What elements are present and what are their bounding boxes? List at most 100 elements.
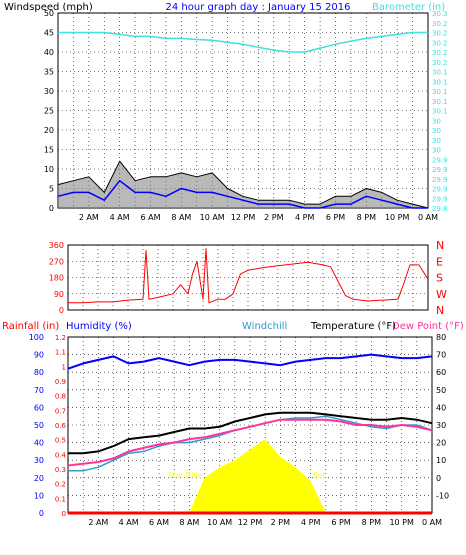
barometer-y-tick-label: 29.9	[432, 156, 448, 164]
rain-y-tick-label: 0.1	[55, 495, 66, 503]
wind-x-tick-label: 2 AM	[79, 213, 99, 222]
barometer-y-tick-label: 30.2	[432, 39, 448, 47]
direction-compass-label: N	[436, 239, 444, 252]
temp-x-tick-label: 10 PM	[389, 518, 414, 527]
temp-x-tick-label: 12 PM	[238, 518, 263, 527]
wind-average-line	[57, 179, 428, 209]
windspeed-title: Windspeed (mph)	[4, 2, 93, 13]
humidity-line	[67, 353, 433, 370]
humidity-y-tick-label: 60	[34, 403, 44, 412]
direction-y-tick-label: 180	[49, 274, 64, 283]
temp-y-tick-label: 30	[436, 421, 446, 430]
humidity-y-tick-label: 30	[34, 456, 44, 465]
rain-y-tick-label: 0.5	[55, 437, 66, 445]
temp-x-tick-label: 6 PM	[331, 518, 350, 527]
barometer-y-tick-label: 30.2	[432, 30, 448, 38]
rain-y-tick-label: 1.1	[55, 349, 66, 357]
direction-y-tick-label: 360	[49, 241, 64, 250]
wind-y-tick-label: 30	[44, 87, 54, 96]
barometer-y-tick-label: 30.2	[432, 59, 448, 67]
graph-date-title: 24 hour graph day : January 15 2016	[166, 2, 351, 13]
wind-y-tick-label: 15	[44, 146, 54, 155]
temp-y-tick-label: -10	[436, 491, 449, 500]
direction-y-tick-label: 270	[49, 257, 64, 266]
humidity-y-tick-label: 90	[34, 351, 44, 360]
rain-y-tick-label: 0.8	[55, 393, 66, 401]
rain-y-tick-label: 1	[62, 363, 66, 371]
barometer-y-tick-label: 30.1	[432, 69, 448, 77]
rainfall-title: Rainfall (in)	[2, 321, 59, 332]
humidity-y-tick-label: 70	[34, 386, 44, 395]
barometer-y-tick-label: 30.1	[432, 88, 448, 96]
direction-y-tick-label: 0	[59, 306, 64, 315]
temp-x-tick-label: 6 AM	[149, 518, 169, 527]
barometer-line	[58, 31, 428, 53]
wind-barometer-panel: 2 AM 4 AM 6 AM 8 AM 10 AM 12 PM 2 PM 4 PM 6 PM 8 …	[44, 9, 448, 222]
rain-y-tick-label: 0.2	[55, 481, 66, 489]
temp-x-tick-label: 8 PM	[362, 518, 381, 527]
wind-x-tick-label: 6 AM	[140, 213, 160, 222]
wind-x-tick-label: 4 AM	[110, 213, 130, 222]
temp-y-tick-label: 70	[436, 351, 446, 360]
temp-x-tick-label: 0 AM	[422, 518, 442, 527]
temp-x-tick-label: 10 AM	[207, 518, 232, 527]
temp-x-tick-label: 2 AM	[88, 518, 108, 527]
barometer-y-tick-label: 29.9	[432, 176, 448, 184]
wind-y-tick-label: 0	[49, 204, 54, 213]
wind-x-tick-label: 10 AM	[200, 213, 225, 222]
dewpoint-line	[67, 418, 433, 467]
temp-y-tick-label: 0	[436, 474, 441, 483]
windchill-title: Windchill	[242, 321, 287, 332]
wind-x-tick-label: 4 PM	[295, 213, 314, 222]
temp-x-tick-label: 4 PM	[301, 518, 320, 527]
wind-x-tick-label: 6 PM	[326, 213, 345, 222]
rain-y-tick-label: 0.6	[55, 422, 67, 430]
rain-y-tick-label: 0.9	[55, 378, 66, 386]
wind-y-tick-label: 35	[44, 68, 54, 77]
wind-y-tick-label: 45	[44, 29, 54, 38]
rain-y-tick-label: 0	[62, 510, 66, 518]
temp-y-tick-label: 20	[436, 439, 446, 448]
humidity-y-tick-label: 40	[34, 439, 44, 448]
dewpoint-title: Dew Point (°F)	[392, 321, 464, 332]
humidity-y-tick-label: 50	[34, 421, 44, 430]
temp-y-tick-label: 80	[436, 333, 446, 342]
direction-compass-label: N	[436, 304, 444, 317]
barometer-y-tick-label: 29.9	[432, 166, 448, 174]
rain-y-tick-label: 0.4	[55, 451, 67, 459]
barometer-y-tick-label: 30.2	[432, 20, 448, 28]
barometer-y-tick-label: 29.8	[432, 205, 448, 213]
direction-compass-label: E	[436, 255, 443, 268]
barometer-y-tick-label: 30.1	[432, 108, 448, 116]
barometer-y-tick-label: 30	[432, 137, 441, 145]
direction-compass-label: W	[436, 288, 447, 301]
barometer-y-tick-label: 29.9	[432, 195, 448, 203]
wind-y-tick-label: 40	[44, 48, 54, 57]
rain-y-tick-label: 0.3	[55, 466, 66, 474]
wind-x-tick-label: 8 PM	[357, 213, 376, 222]
wind-speed-line	[57, 160, 429, 209]
wind-x-tick-label: 2 PM	[264, 213, 283, 222]
barometer-y-tick-label: 30.3	[432, 10, 448, 18]
temperature-line	[68, 411, 433, 455]
wind-y-tick-label: 50	[44, 9, 54, 18]
barometer-title: Barometer (in)	[372, 2, 445, 13]
temp-y-tick-label: 10	[436, 456, 446, 465]
wind-direction-line	[68, 248, 429, 304]
barometer-y-tick-label: 30.2	[432, 49, 448, 57]
temp-y-tick-label: 40	[436, 403, 446, 412]
humidity-y-tick-label: 10	[34, 491, 44, 500]
temp-x-tick-label: 2 PM	[271, 518, 290, 527]
barometer-y-tick-label: 30	[432, 127, 441, 135]
temp-x-tick-label: 4 AM	[119, 518, 139, 527]
wind-x-tick-label: 0 AM	[418, 213, 438, 222]
wind-y-tick-label: 5	[49, 185, 54, 194]
direction-y-tick-label: 90	[54, 290, 64, 299]
temp-y-tick-label: 60	[436, 368, 446, 377]
wind-x-tick-label: 10 PM	[385, 213, 410, 222]
direction-compass-label: S	[436, 272, 443, 285]
temp-x-tick-label: 8 AM	[179, 518, 199, 527]
